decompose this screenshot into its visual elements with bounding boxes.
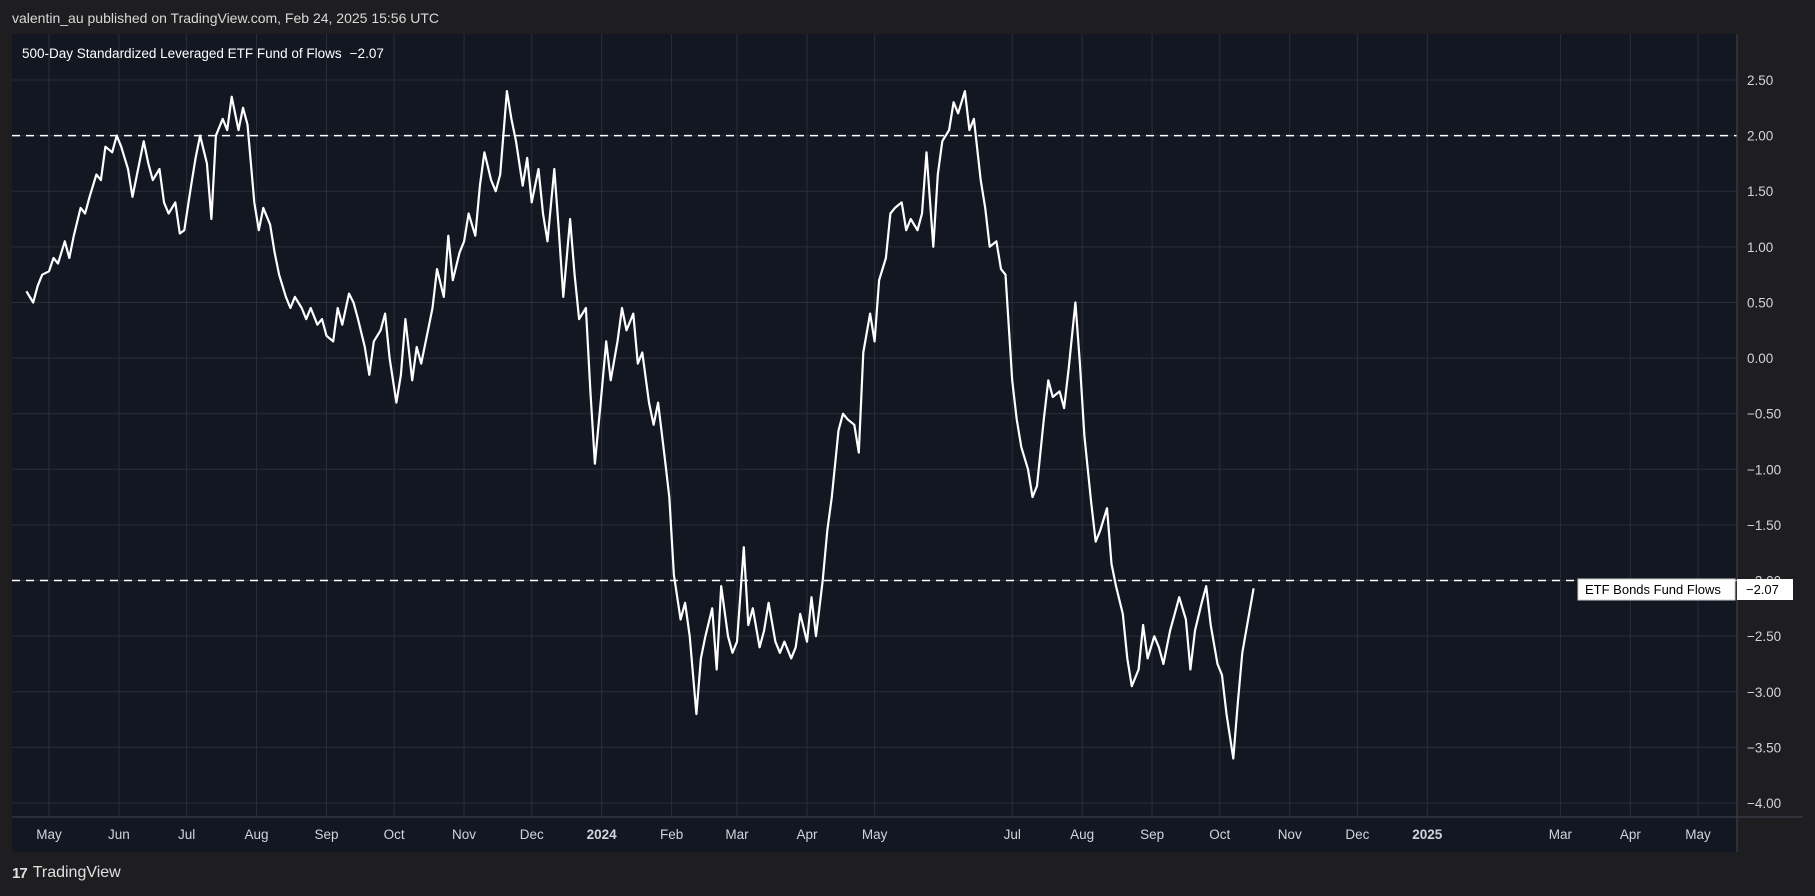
x-tick-label: 2024 xyxy=(587,827,618,842)
x-tick-label: May xyxy=(1685,827,1711,842)
x-tick-label: Aug xyxy=(245,827,269,842)
x-tick-label: Oct xyxy=(1209,827,1230,842)
y-tick-label: −1.50 xyxy=(1747,518,1781,533)
series-line xyxy=(25,90,1255,760)
x-tick-label: Dec xyxy=(520,827,544,842)
series-label: ETF Bonds Fund Flows xyxy=(1577,578,1736,601)
y-tick-label: 2.00 xyxy=(1747,129,1773,144)
x-tick-label: Jun xyxy=(108,827,130,842)
x-axis[interactable]: May Jun Jul Aug Sep Oct Nov Dec 2024 Feb Mar Apr May… xyxy=(36,827,1711,842)
y-tick-label: −0.50 xyxy=(1747,407,1781,422)
y-tick-label: 0.00 xyxy=(1747,351,1773,366)
x-tick-label: Feb xyxy=(660,827,683,842)
x-tick-label: May xyxy=(862,827,888,842)
x-tick-label: Aug xyxy=(1070,827,1094,842)
chart-title-text: 500-Day Standardized Leveraged ETF Fund … xyxy=(22,46,342,61)
x-tick-label: Jul xyxy=(1004,827,1021,842)
footer: 17 TradingView xyxy=(12,864,121,882)
x-tick-label: Nov xyxy=(1278,827,1302,842)
last-value-text: −2.07 xyxy=(1746,582,1779,597)
last-value-badge: −2.07 xyxy=(1737,579,1793,600)
x-tick-label: Sep xyxy=(314,827,338,842)
y-tick-label: −4.00 xyxy=(1747,796,1781,811)
x-tick-label: Mar xyxy=(725,827,749,842)
x-tick-label: Jul xyxy=(178,827,195,842)
x-tick-label: 2025 xyxy=(1412,827,1443,842)
y-tick-label: −3.00 xyxy=(1747,685,1781,700)
y-axis[interactable]: 2.50 2.00 1.50 1.00 0.50 0.00 −0.50 −1.00 −1.50 −… xyxy=(1747,73,1781,811)
chart-title: 500-Day Standardized Leveraged ETF Fund … xyxy=(22,46,384,61)
x-tick-label: Mar xyxy=(1549,827,1573,842)
x-tick-label: Apr xyxy=(1620,827,1642,842)
publish-info: valentin_au published on TradingView.com… xyxy=(12,10,440,26)
y-tick-label: −2.50 xyxy=(1747,629,1781,644)
y-tick-label: 1.50 xyxy=(1747,184,1773,199)
y-tick-label: −3.50 xyxy=(1747,740,1781,755)
brand-name: TradingView xyxy=(32,864,121,881)
y-tick-label: 0.50 xyxy=(1747,295,1773,310)
y-tick-label: 2.50 xyxy=(1747,73,1773,88)
reference-lines xyxy=(12,134,1737,582)
x-tick-label: Oct xyxy=(384,827,405,842)
x-tick-label: Sep xyxy=(1140,827,1164,842)
x-tick-label: Nov xyxy=(452,827,476,842)
y-tick-label: 1.00 xyxy=(1747,240,1773,255)
x-tick-label: Dec xyxy=(1345,827,1369,842)
x-tick-label: Apr xyxy=(796,827,818,842)
x-tick-label: May xyxy=(36,827,62,842)
y-tick-label: −1.00 xyxy=(1747,462,1781,477)
series-label-name: ETF Bonds Fund Flows xyxy=(1585,582,1721,597)
tradingview-logo-icon: 17 xyxy=(12,864,28,882)
chart-title-value: −2.07 xyxy=(350,46,384,61)
